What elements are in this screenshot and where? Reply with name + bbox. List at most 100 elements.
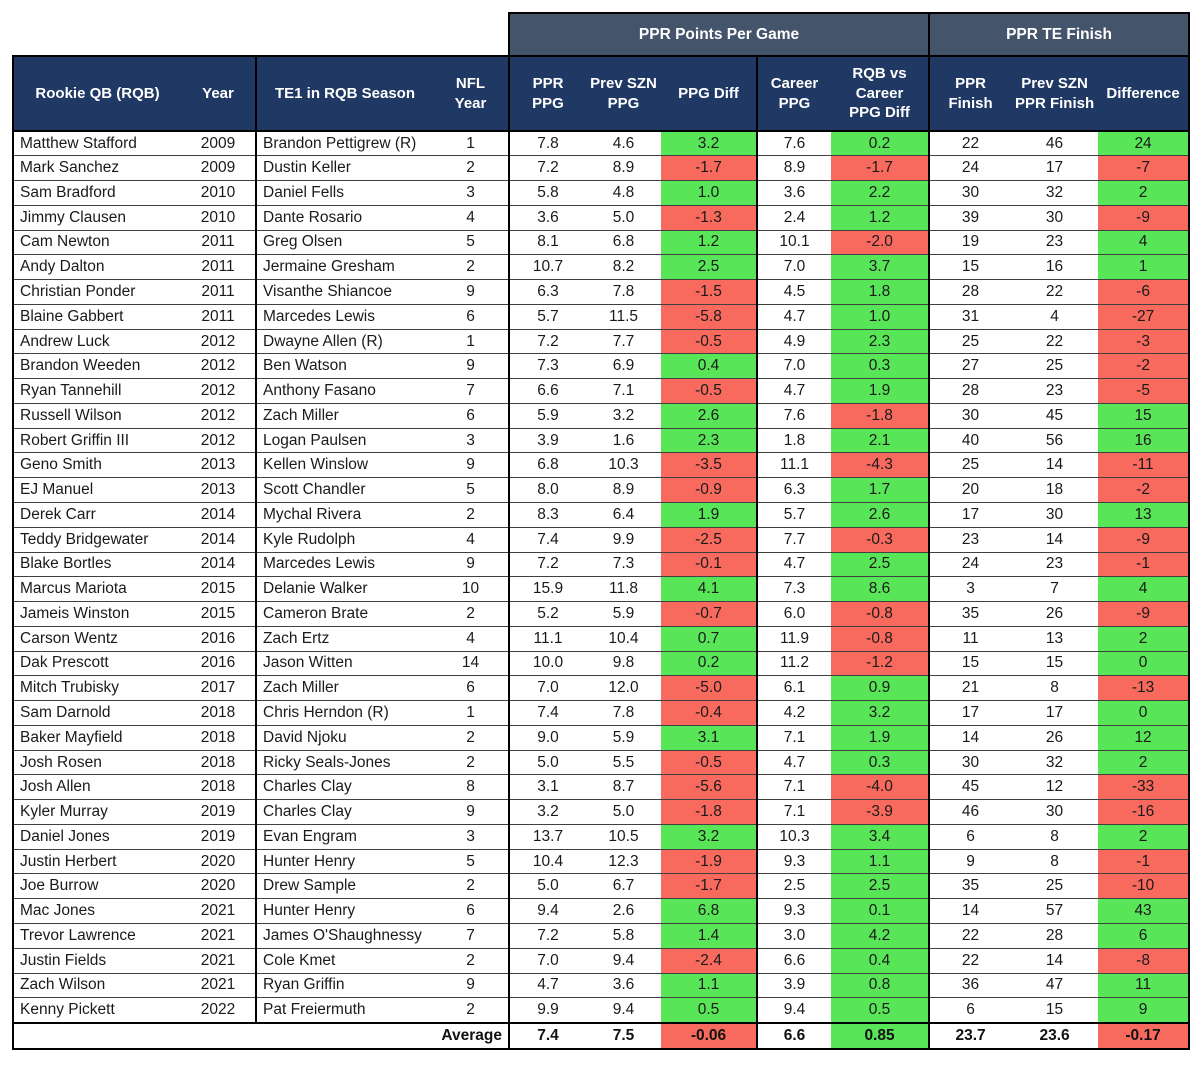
cell-year: 2016 — [181, 650, 256, 676]
cell-prev-szn-ppr-finish: 25 — [1011, 873, 1099, 899]
average-row: Average 7.4 7.5 -0.06 6.6 0.85 23.7 23.6 -0.17 — [12, 1021, 1191, 1050]
cell-difference: -9 — [1098, 526, 1191, 553]
cell-qb: Brandon Weeden — [12, 353, 181, 379]
cell-nfl-year: 9 — [433, 452, 509, 478]
cell-difference: 4 — [1098, 576, 1191, 602]
cell-te1: Dustin Keller — [255, 155, 433, 181]
table-row: Mitch Trubisky 2017 Zach Miller 6 7.0 12.0 -5.… — [12, 675, 1191, 701]
cell-qb: Daniel Jones — [12, 823, 181, 850]
cell-nfl-year: 2 — [433, 997, 509, 1023]
table-row: Ryan Tannehill 2012 Anthony Fasano 7 6.6 7.1-… — [12, 378, 1191, 404]
cell-ppr-ppg: 8.0 — [508, 477, 586, 503]
cell-nfl-year: 10 — [433, 576, 509, 602]
cell-te1: Kellen Winslow — [255, 452, 433, 478]
cell-ppr-finish: 20 — [928, 477, 1012, 503]
cell-prev-szn-ppr-finish: 45 — [1011, 402, 1099, 429]
cell-ppr-ppg: 7.2 — [508, 328, 586, 354]
cell-prev-szn-ppg: 7.8 — [586, 279, 661, 305]
cell-ppg-diff: -2.5 — [661, 526, 757, 553]
table-row: Andy Dalton 2011 Jermaine Gresham 2 10.7 8.2 2… — [12, 254, 1191, 280]
cell-career-ppg: 6.1 — [756, 675, 831, 701]
table-row: Matthew Stafford 2009 Brandon Pettigrew (R… — [12, 130, 1191, 156]
cell-year: 2014 — [181, 551, 256, 577]
cell-nfl-year: 6 — [433, 675, 509, 701]
cell-qb: Sam Bradford — [12, 180, 181, 206]
cell-difference: -7 — [1098, 155, 1191, 181]
cell-ppr-finish: 11 — [928, 625, 1012, 652]
cell-prev-szn-ppg: 1.6 — [586, 427, 661, 453]
cell-ppg-diff: -1.5 — [661, 279, 757, 305]
cell-prev-szn-ppr-finish: 17 — [1011, 700, 1099, 726]
cell-nfl-year: 5 — [433, 848, 509, 874]
cell-year: 2019 — [181, 823, 256, 850]
cell-nfl-year: 4 — [433, 204, 509, 231]
cell-difference: -1 — [1098, 551, 1191, 577]
cell-year: 2019 — [181, 799, 256, 825]
cell-career-ppg: 4.7 — [756, 378, 831, 404]
cell-te1: Dante Rosario — [255, 204, 433, 231]
cell-ppr-finish: 6 — [928, 997, 1012, 1023]
cell-ppr-finish: 17 — [928, 501, 1012, 528]
cell-rqb-vs-career-ppg-diff: 3.7 — [831, 254, 930, 280]
cell-career-ppg: 4.9 — [756, 328, 831, 354]
cell-prev-szn-ppr-finish: 17 — [1011, 155, 1099, 181]
cell-qb: Andy Dalton — [12, 254, 181, 280]
cell-year: 2012 — [181, 353, 256, 379]
cell-ppr-ppg: 8.1 — [508, 229, 586, 255]
table-row: Josh Rosen 2018 Ricky Seals-Jones 2 5.0 5.5 -0… — [12, 749, 1191, 775]
table-row: Joe Burrow 2020 Drew Sample 2 5.0 6.7 -1.7 2.5 2… — [12, 873, 1191, 899]
cell-difference: 4 — [1098, 229, 1191, 255]
cell-ppg-diff: -0.9 — [661, 477, 757, 503]
table-row: Dak Prescott 2016 Jason Witten 14 10.0 9.8 0.2… — [12, 650, 1191, 676]
cell-year: 2022 — [181, 997, 256, 1023]
cell-ppg-diff: -0.7 — [661, 601, 757, 627]
cell-nfl-year: 1 — [433, 700, 509, 726]
cell-nfl-year: 4 — [433, 625, 509, 652]
cell-prev-szn-ppg: 9.9 — [586, 526, 661, 553]
cell-career-ppg: 6.0 — [756, 601, 831, 627]
cell-prev-szn-ppg: 10.5 — [586, 823, 661, 850]
cell-ppr-finish: 15 — [928, 650, 1012, 676]
cell-qb: Josh Allen — [12, 774, 181, 800]
cell-ppg-diff: -0.4 — [661, 700, 757, 726]
rookie-qb-te1-table: PPR Points Per Game PPR TE Finish Rookie… — [12, 12, 1191, 1050]
cell-prev-szn-ppr-finish: 22 — [1011, 328, 1099, 354]
cell-te1: Mychal Rivera — [255, 501, 433, 528]
table-row: Jameis Winston 2015 Cameron Brate 2 5.2 5.9 -0… — [12, 601, 1191, 627]
cell-ppr-finish: 22 — [928, 130, 1012, 156]
cell-ppr-finish: 22 — [928, 947, 1012, 974]
cell-prev-szn-ppg: 5.9 — [586, 724, 661, 751]
cell-prev-szn-ppr-finish: 25 — [1011, 353, 1099, 379]
cell-qb: Carson Wentz — [12, 625, 181, 652]
cell-career-ppg: 7.1 — [756, 774, 831, 800]
cell-ppr-finish: 15 — [928, 254, 1012, 280]
cell-prev-szn-ppr-finish: 15 — [1011, 997, 1099, 1023]
cell-nfl-year: 9 — [433, 279, 509, 305]
cell-career-ppg: 4.7 — [756, 303, 831, 330]
cell-ppr-ppg: 9.9 — [508, 997, 586, 1023]
cell-prev-szn-ppg: 6.9 — [586, 353, 661, 379]
cell-rqb-vs-career-ppg-diff: 2.2 — [831, 180, 930, 206]
cell-rqb-vs-career-ppg-diff: 1.7 — [831, 477, 930, 503]
table-row: Marcus Mariota 2015 Delanie Walker 10 15.9 11… — [12, 576, 1191, 602]
cell-nfl-year: 3 — [433, 823, 509, 850]
cell-prev-szn-ppr-finish: 4 — [1011, 303, 1099, 330]
cell-ppr-ppg: 10.7 — [508, 254, 586, 280]
cell-ppr-finish: 19 — [928, 229, 1012, 255]
cell-prev-szn-ppg: 4.6 — [586, 130, 661, 156]
table-row: Daniel Jones 2019 Evan Engram 3 13.7 10.5 3.2 1… — [12, 823, 1191, 850]
average-career-ppg: 6.6 — [756, 1021, 831, 1050]
cell-ppr-finish: 14 — [928, 898, 1012, 924]
cell-ppg-diff: -1.7 — [661, 873, 757, 899]
cell-difference: 2 — [1098, 180, 1191, 206]
cell-year: 2020 — [181, 873, 256, 899]
cell-nfl-year: 3 — [433, 427, 509, 453]
cell-qb: EJ Manuel — [12, 477, 181, 503]
table-row: Teddy Bridgewater 2014 Kyle Rudolph 4 7.4 9.9… — [12, 526, 1191, 553]
cell-ppg-diff: 0.7 — [661, 625, 757, 652]
cell-qb: Mac Jones — [12, 898, 181, 924]
cell-year: 2018 — [181, 774, 256, 800]
cell-prev-szn-ppr-finish: 12 — [1011, 774, 1099, 800]
table-row: Carson Wentz 2016 Zach Ertz 4 11.1 10.4 0.7 11.… — [12, 625, 1191, 652]
cell-te1: Zach Miller — [255, 675, 433, 701]
